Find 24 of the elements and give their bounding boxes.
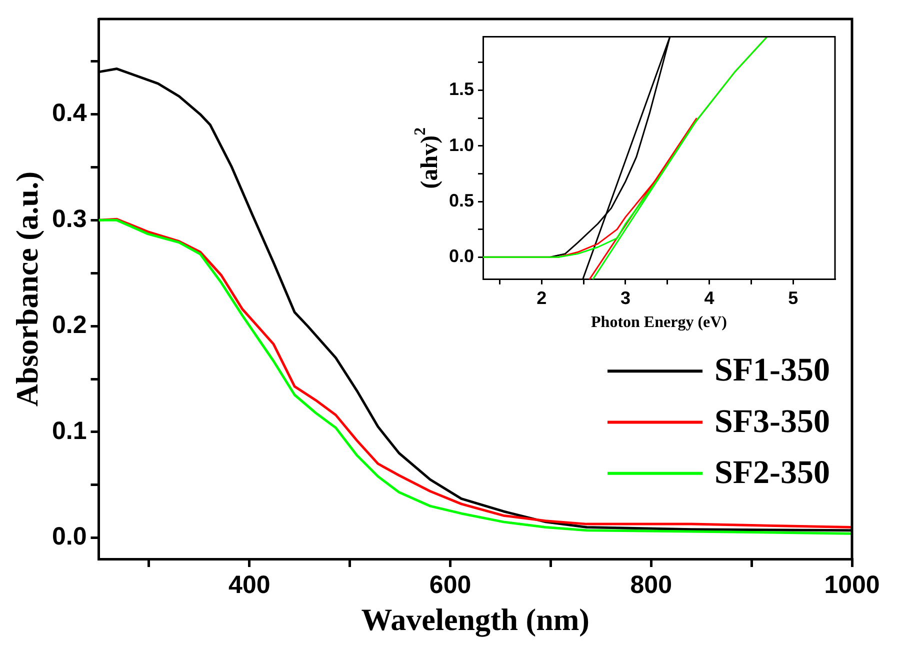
x-axis-title: Wavelength (nm) [361,602,590,638]
x-tick-label: 800 [630,570,672,599]
x-tick-label: 4 [704,288,714,308]
x-tick-label: 400 [228,570,270,599]
y-tick-label: 0.1 [52,416,87,445]
legend-label: SF1-350 [714,352,830,389]
x-tick-label: 1000 [824,570,880,599]
y-tick-label: 0.3 [52,205,87,234]
y-tick-label: 1.5 [448,79,474,100]
y-tick-label: 1.0 [448,134,474,155]
y-tick-label: 0.2 [52,310,87,339]
y-axis-title: (ahv)2 [412,127,443,189]
x-tick-label: 5 [788,288,798,308]
x-axis-title: Photon Energy (eV) [591,314,728,331]
y-tick-label: 0.4 [52,99,87,128]
x-tick-label: 3 [620,288,630,308]
legend-label: SF2-350 [714,454,830,491]
y-tick-label: 0.0 [52,522,87,551]
x-tick-label: 2 [536,288,547,308]
x-tick-label: 600 [429,570,472,599]
y-tick-label: 0.0 [448,246,474,266]
y-axis-title: Absorbance (a.u.) [9,171,44,407]
legend-label: SF3-350 [714,404,830,440]
y-tick-label: 0.5 [448,190,474,210]
